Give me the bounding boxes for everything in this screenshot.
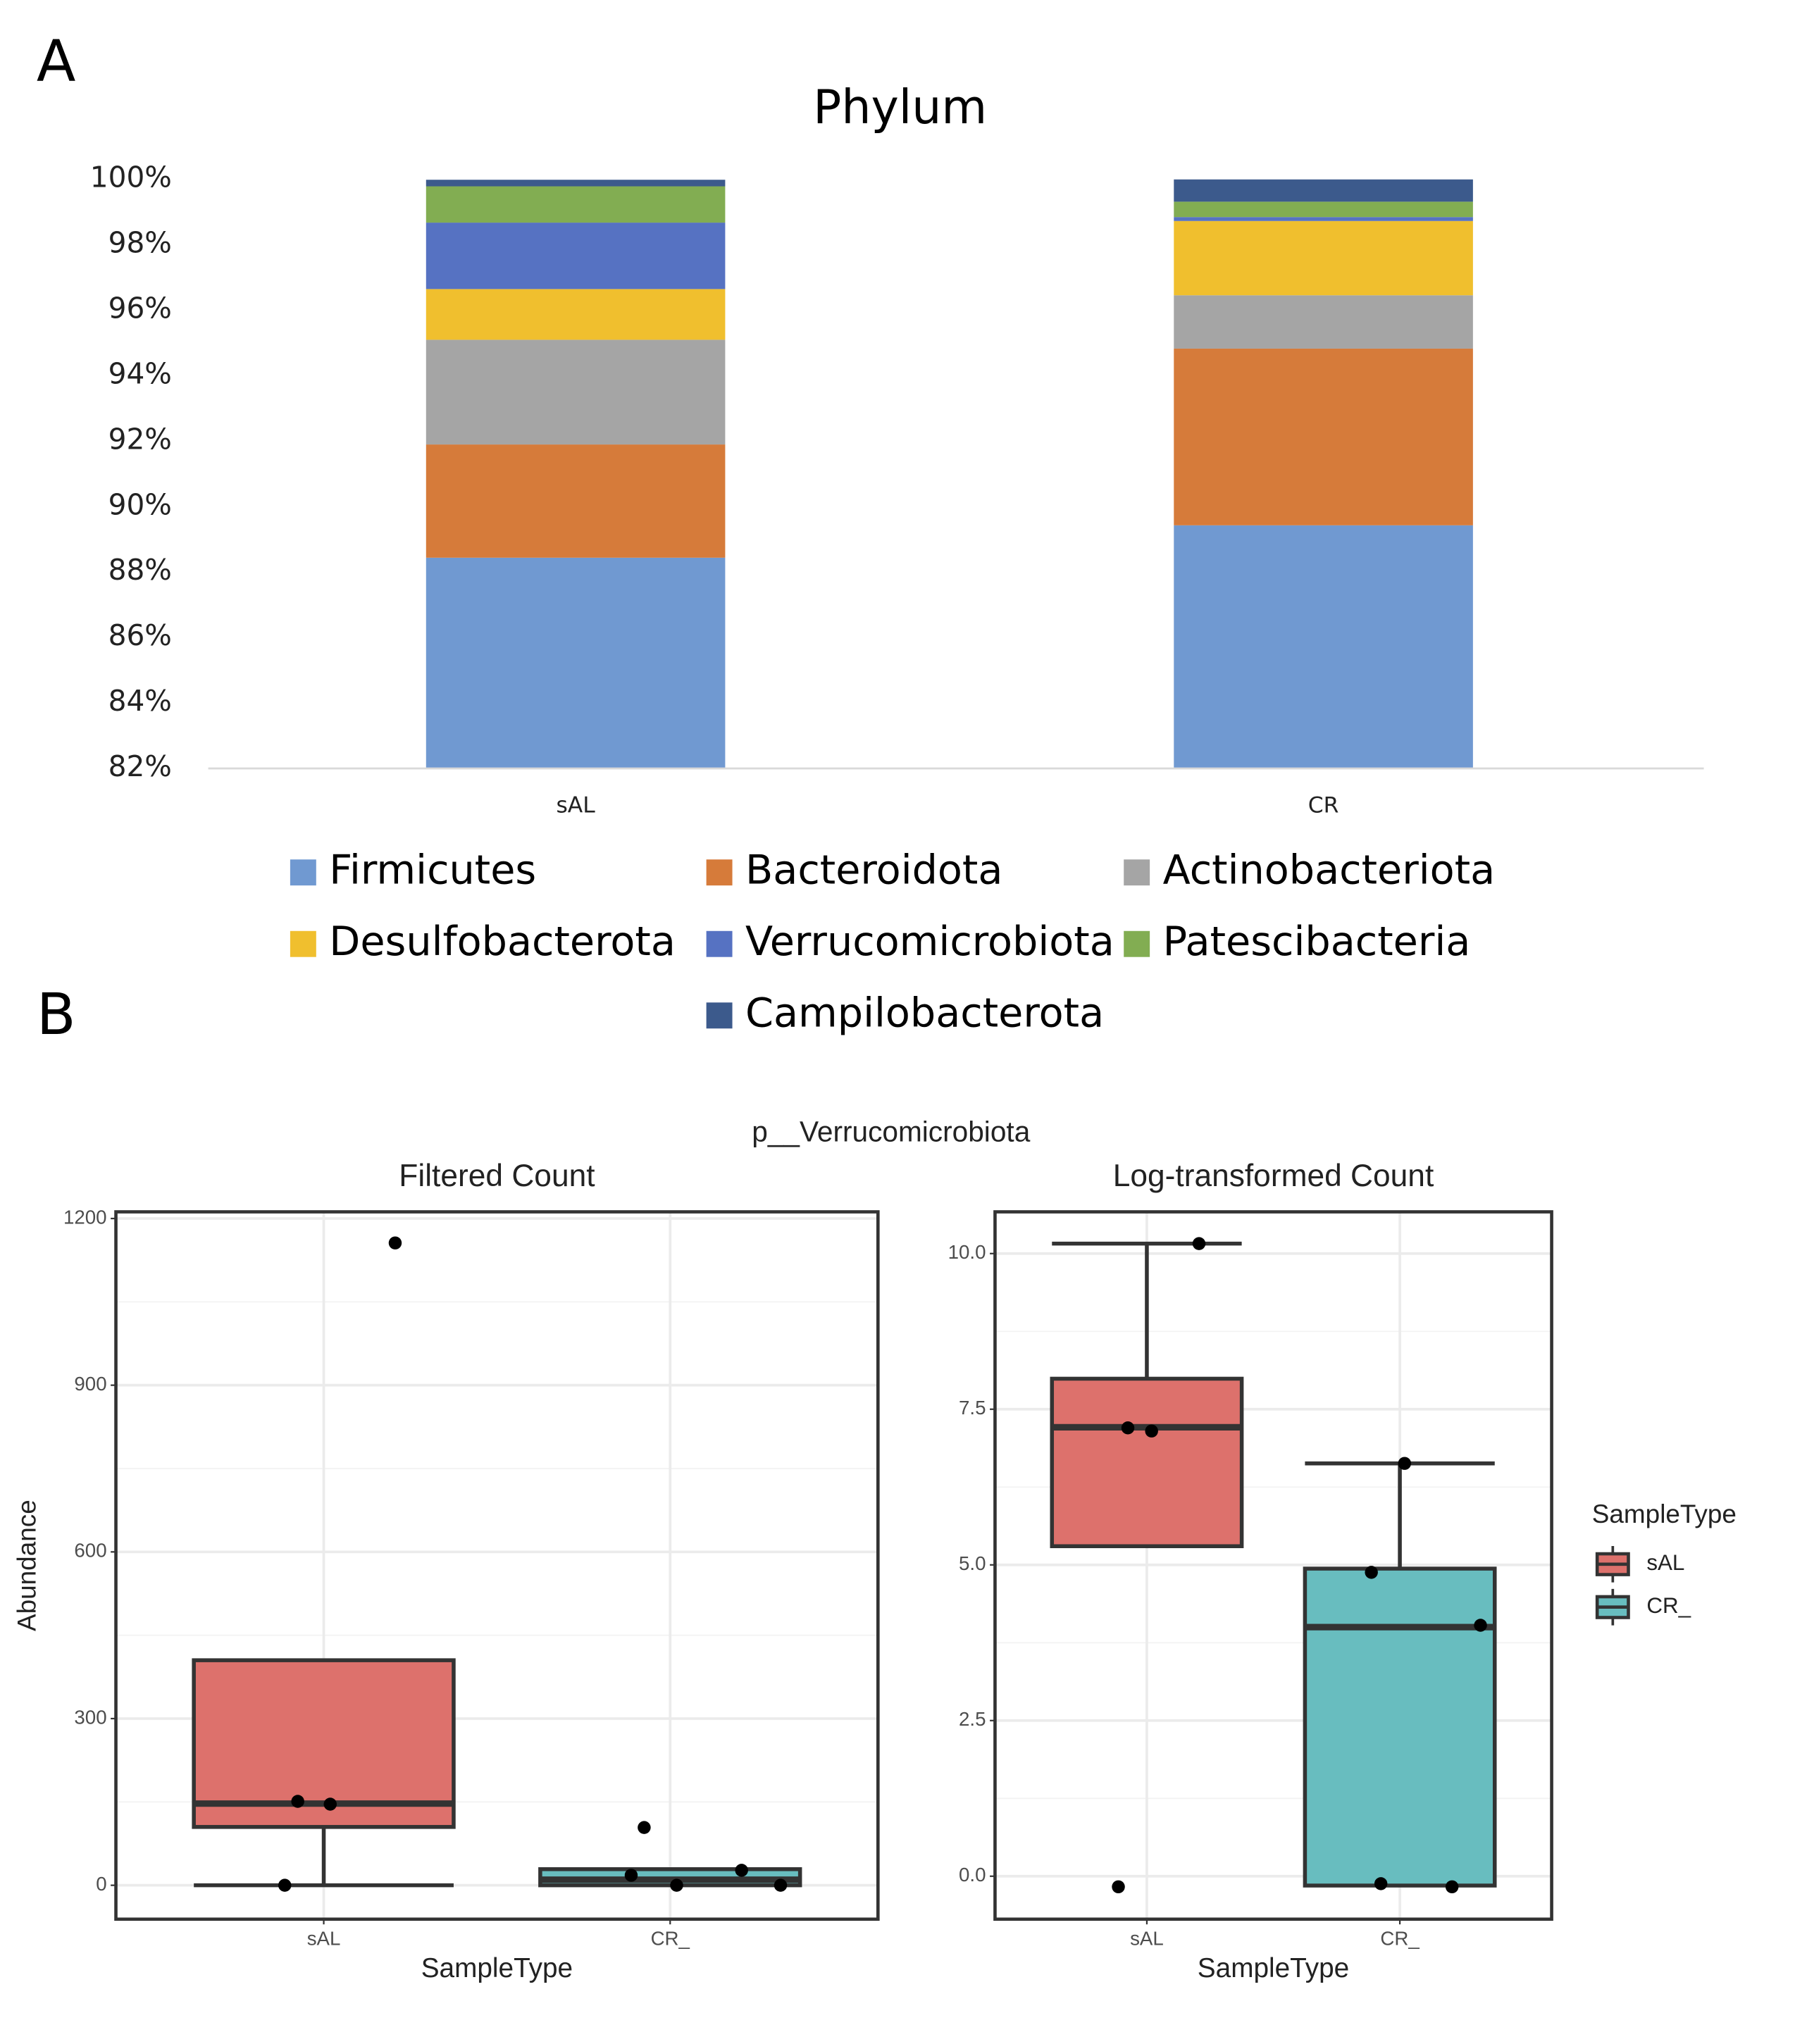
y-tick-label: 0 [96,1873,106,1895]
data-point [1192,1237,1206,1250]
y-tick-label: 96% [108,292,172,325]
chart-title: Phylum [813,80,987,135]
legend-label: Verrucomicrobiota [745,918,1114,965]
data-point [388,1236,402,1250]
box [1050,1376,1244,1549]
y-tick-label: 5.0 [959,1552,986,1574]
y-tick-label: 0.0 [959,1864,986,1886]
bar-segment [426,223,726,289]
y-tick-label: 98% [108,226,172,260]
x-tick-label: sAL [556,793,595,818]
figure-title: p__Verrucomicrobiota [752,1115,1030,1147]
data-point [1474,1619,1487,1632]
box [1303,1566,1497,1888]
chart-title: Log-transformed Count [1113,1159,1434,1193]
data-point [1374,1877,1388,1890]
data-point [670,1878,683,1892]
y-tick-label: 300 [74,1706,106,1728]
legend-label: Desulfobacterota [329,918,676,965]
bar-segment [1174,348,1473,525]
legend-label: Actinobacteriota [1163,847,1496,893]
legend-swatch [1124,859,1150,886]
x-tick-label: CR [1308,793,1339,818]
panel-label: B [37,982,76,1048]
bar-segment [426,444,726,558]
bar-segment [1174,201,1473,218]
legend-label: CR_ [1646,1593,1691,1618]
y-tick-label: 94% [108,357,172,391]
y-tick-label: 100% [90,161,172,194]
bar-segment [1174,217,1473,221]
y-tick-label: 84% [108,684,172,718]
legend-label: Firmicutes [329,847,536,893]
bar-segment [1174,179,1473,202]
legend-swatch [706,930,733,957]
y-tick-label: 92% [108,422,172,456]
data-point [1365,1566,1378,1579]
y-tick-label: 600 [74,1540,106,1562]
legend-swatch [290,930,316,957]
panel-label: A [37,29,76,95]
y-axis-label: Abundance [13,1500,42,1631]
y-tick-label: 88% [108,553,172,587]
legend-swatch [290,859,316,886]
legend-label: Patescibacteria [1163,918,1471,965]
data-point [1145,1424,1158,1438]
x-tick-label: sAL [1130,1928,1164,1950]
bar-segment [426,557,726,769]
bar-segment [426,289,726,340]
y-tick-label: 86% [108,618,172,652]
x-tick-label: CR_ [1380,1928,1420,1950]
data-point [735,1864,748,1877]
chart-title: Filtered Count [399,1159,595,1193]
data-point [278,1878,292,1892]
y-tick-label: 82% [108,749,172,783]
y-tick-label: 1200 [63,1206,107,1228]
x-axis-label: SampleType [1198,1953,1349,1983]
data-point [638,1821,651,1834]
data-point [323,1797,337,1811]
legend-swatch [706,1002,733,1029]
legend-label: Campilobacterota [745,990,1104,1036]
panel-border [993,1210,1553,1921]
bar-segment [426,180,726,187]
data-point [291,1795,304,1808]
bar-segment [1174,525,1473,769]
legend-swatch [706,859,733,886]
legend-swatch [1124,930,1150,957]
data-point [774,1878,788,1892]
legend-title: SampleType [1592,1500,1737,1528]
data-point [1112,1880,1125,1894]
bar-segment [426,186,726,223]
y-tick-label: 2.5 [959,1708,986,1730]
x-tick-label: CR_ [651,1928,690,1950]
y-tick-label: 900 [74,1373,106,1395]
data-point [1121,1421,1135,1435]
x-axis-label: SampleType [421,1953,573,1983]
data-point [1445,1880,1459,1894]
box [192,1658,456,1829]
panel-border [114,1210,880,1921]
bar-segment [1174,220,1473,296]
y-tick-label: 10.0 [948,1241,986,1263]
y-tick-label: 90% [108,487,172,521]
bar-segment [426,339,726,445]
legend-label: sAL [1646,1550,1684,1575]
y-tick-label: 7.5 [959,1397,986,1419]
legend-label: Bacteroidota [745,847,1002,893]
data-point [624,1869,638,1882]
bar-segment [1174,295,1473,349]
x-tick-label: sAL [307,1928,341,1950]
data-point [1398,1457,1412,1470]
